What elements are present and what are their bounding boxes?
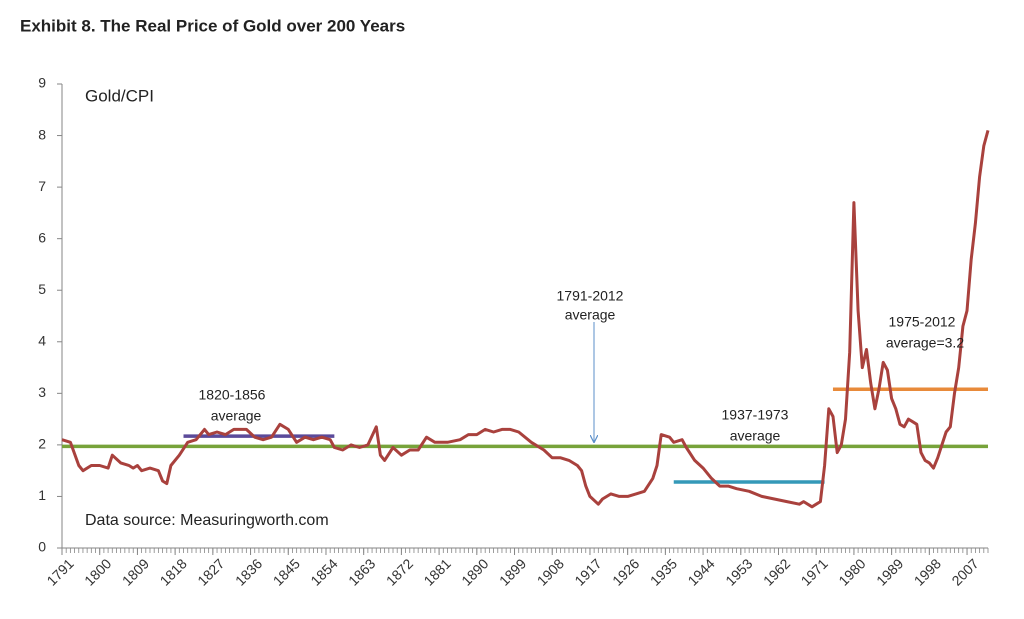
x-tick-label: 1935	[647, 555, 680, 588]
x-tick-label: 1971	[798, 555, 831, 588]
x-tick-label: 1872	[383, 555, 416, 588]
x-tick-label: 1989	[873, 555, 906, 588]
x-tick-label: 1899	[496, 555, 529, 588]
y-tick-label: 4	[38, 332, 46, 348]
y-tick-label: 3	[38, 384, 46, 400]
x-tick-label: 1998	[911, 555, 944, 588]
annotation: 1937-1973	[722, 407, 789, 423]
annotation: 1820-1856	[199, 387, 266, 403]
source-note: Data source: Measuringworth.com	[85, 512, 329, 529]
y-tick-label: 7	[38, 178, 46, 194]
x-tick-label: 1944	[684, 555, 717, 588]
y-tick-label: 0	[38, 539, 46, 555]
x-tick-label: 1791	[43, 555, 76, 588]
y-tick-label: 9	[38, 75, 46, 91]
x-tick-label: 1908	[534, 555, 567, 588]
x-tick-label: 1845	[270, 555, 303, 588]
x-tick-label: 1890	[458, 555, 491, 588]
x-tick-label: 1881	[420, 555, 453, 588]
x-tick-label: 2007	[948, 555, 981, 588]
x-tick-label: 1917	[571, 555, 604, 588]
x-tick-label: 1962	[760, 555, 793, 588]
x-tick-label: 1827	[194, 555, 227, 588]
annotation: average=3.2	[886, 335, 964, 351]
x-tick-label: 1818	[157, 555, 190, 588]
price-line	[61, 130, 990, 509]
y-tick-label: 2	[38, 436, 46, 452]
x-tick-label: 1980	[835, 555, 868, 588]
annotation: average	[211, 408, 262, 424]
x-tick-label: 1863	[345, 555, 378, 588]
x-tick-label: 1926	[609, 555, 642, 588]
y-axis-label: Gold/CPI	[85, 86, 154, 105]
x-tick-label: 1953	[722, 555, 755, 588]
x-tick-label: 1800	[81, 555, 114, 588]
y-tick-label: 1	[38, 487, 46, 503]
chart-title: Exhibit 8. The Real Price of Gold over 2…	[20, 16, 405, 35]
x-tick-label: 1836	[232, 555, 265, 588]
annotation: average	[565, 307, 616, 323]
annotation: average	[730, 428, 781, 444]
annotation: 1975-2012	[889, 314, 956, 330]
y-tick-label: 5	[38, 281, 46, 297]
y-tick-label: 8	[38, 126, 46, 142]
x-tick-label: 1809	[119, 555, 152, 588]
annotation: 1791-2012	[557, 288, 624, 304]
y-tick-label: 6	[38, 229, 46, 245]
x-tick-label: 1854	[307, 555, 340, 588]
